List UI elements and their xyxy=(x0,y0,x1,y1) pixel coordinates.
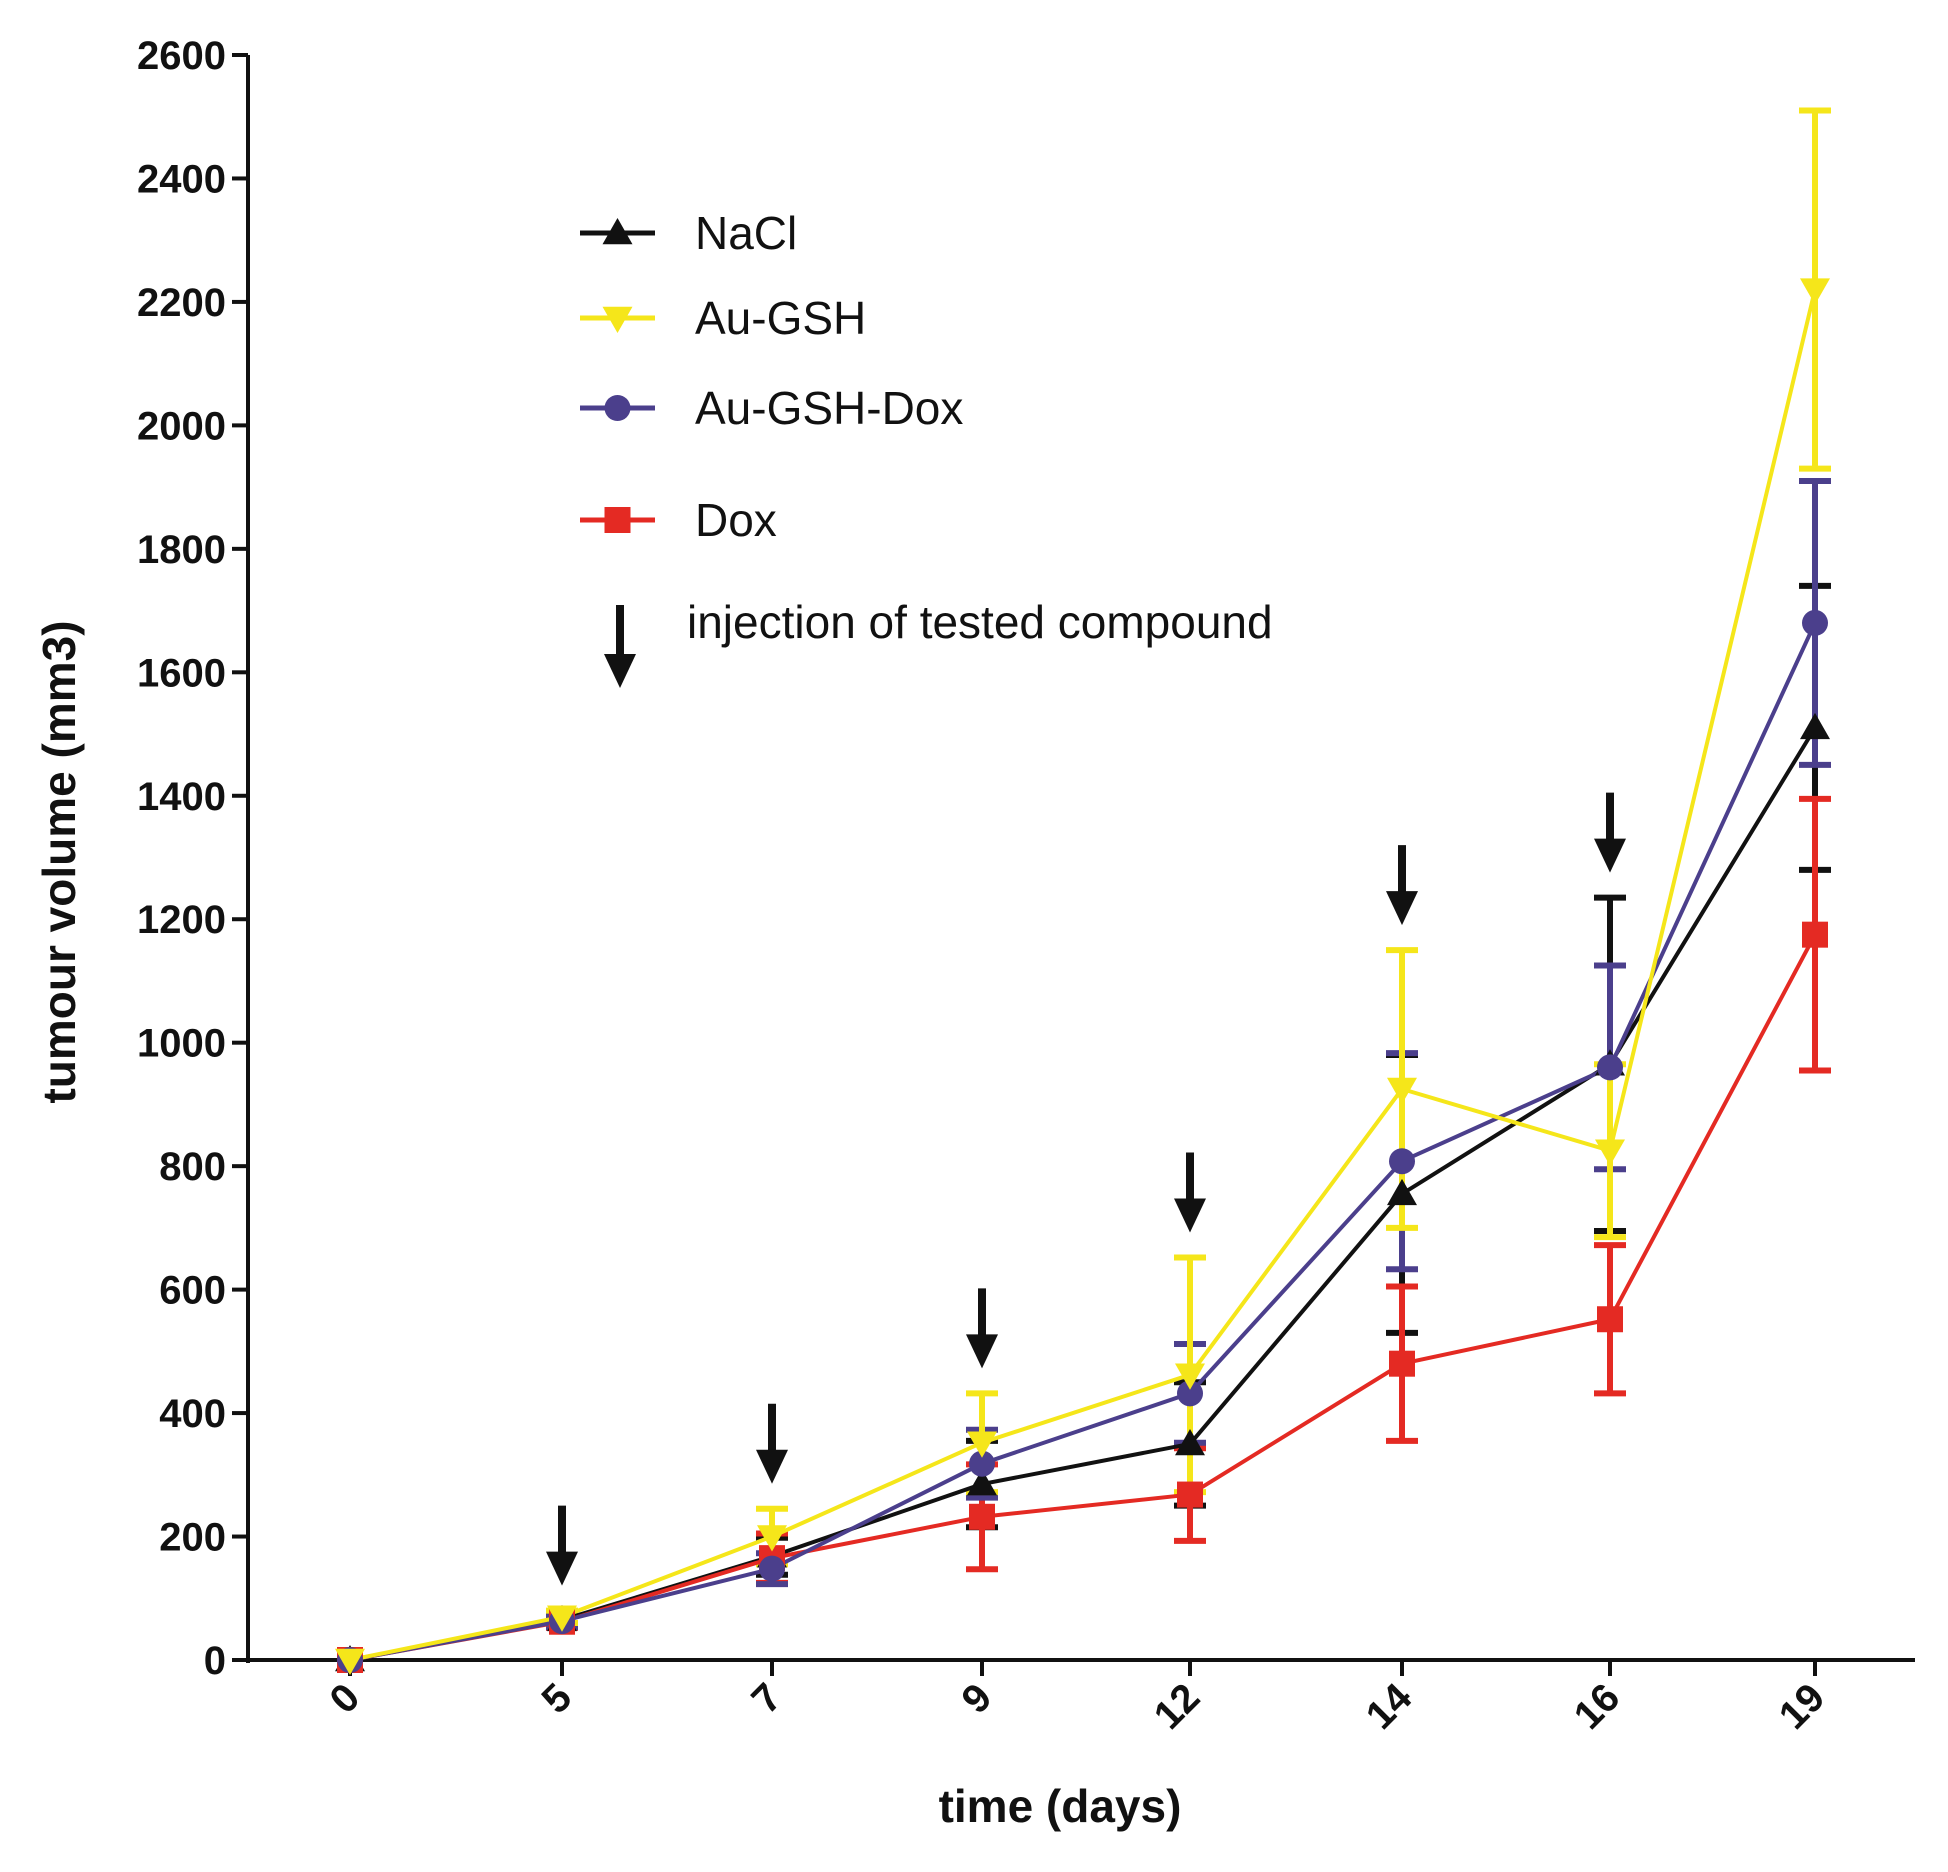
point-au-gsh-dox-9 xyxy=(969,1450,995,1477)
legend: NaCl Au-GSH Au-GSH-Dox Dox injection of test… xyxy=(580,207,1273,688)
injection-arrow-day-16 xyxy=(1594,792,1626,873)
x-tick-label-0: 0 xyxy=(322,1675,369,1722)
y-tick-label-2200: 2200 xyxy=(137,281,226,325)
point-dox-12 xyxy=(1177,1481,1203,1508)
point-au-gsh-dox-12 xyxy=(1177,1380,1203,1407)
y-axis-title: tumour volume (mm3) xyxy=(33,620,85,1103)
point-au-gsh-dox-16 xyxy=(1597,1054,1623,1081)
injection-arrow-day-5-head xyxy=(546,1551,578,1586)
legend-arrow-icon xyxy=(604,605,636,688)
series-line-au-gsh-dox xyxy=(349,622,1817,1662)
legend-marker-nacl xyxy=(602,218,633,245)
y-tick-label-2600: 2600 xyxy=(137,34,226,78)
injection-arrow-day-12-head xyxy=(1174,1198,1206,1233)
injection-arrow-day-14-head xyxy=(1386,891,1418,926)
point-dox-19 xyxy=(1802,921,1828,948)
point-au-gsh-19 xyxy=(1800,278,1830,305)
injection-arrow-day-7-head xyxy=(756,1449,788,1484)
point-dox-9 xyxy=(969,1503,995,1530)
legend-label-au-gsh-dox: Au-GSH-Dox xyxy=(695,382,963,434)
legend-marker-au-gsh-dox xyxy=(604,395,631,421)
x-tick-label-9: 9 xyxy=(954,1675,1001,1722)
x-tick-label-7: 7 xyxy=(744,1675,791,1722)
y-tick-label-400: 400 xyxy=(159,1392,226,1436)
x-tick-label-16: 16 xyxy=(1566,1675,1629,1738)
point-au-gsh-12 xyxy=(1175,1363,1205,1390)
injection-arrow-day-7 xyxy=(756,1403,788,1484)
point-au-gsh-16 xyxy=(1595,1139,1625,1166)
legend-label-nacl: NaCl xyxy=(695,207,797,259)
injection-arrow-day-5 xyxy=(546,1505,578,1586)
point-nacl-14 xyxy=(1387,1178,1417,1206)
axes: 0 200 400 600 800 1000 1200 1400 1600 1800 2000 220… xyxy=(137,34,1915,1738)
point-au-gsh-dox-7 xyxy=(759,1555,785,1582)
point-nacl-12 xyxy=(1175,1428,1205,1456)
series-markers xyxy=(335,278,1830,1675)
y-tick-label-1200: 1200 xyxy=(137,898,226,942)
x-tick-label-12: 12 xyxy=(1146,1675,1209,1738)
point-au-gsh-dox-14 xyxy=(1389,1148,1415,1175)
x-axis-title: time (days) xyxy=(939,1780,1182,1832)
y-tick-label-0: 0 xyxy=(204,1639,226,1683)
x-tick-label-14: 14 xyxy=(1358,1675,1421,1738)
y-tick-label-1800: 1800 xyxy=(137,528,226,572)
injection-arrows xyxy=(546,792,1626,1586)
series-line-nacl xyxy=(349,726,1817,1662)
injection-arrow-day-12 xyxy=(1174,1152,1206,1233)
point-dox-14 xyxy=(1389,1350,1415,1377)
y-tick-label-1000: 1000 xyxy=(137,1022,226,1066)
y-tick-label-600: 600 xyxy=(159,1269,226,1313)
y-tick-label-2000: 2000 xyxy=(137,404,226,448)
x-tick-label-19: 19 xyxy=(1771,1675,1834,1738)
y-tick-label-2400: 2400 xyxy=(137,157,226,201)
point-au-gsh-dox-19 xyxy=(1802,609,1828,636)
legend-label-dox: Dox xyxy=(695,494,777,546)
point-nacl-9 xyxy=(967,1469,997,1496)
injection-arrow-day-9 xyxy=(966,1288,998,1369)
injection-arrow-day-14 xyxy=(1386,845,1418,926)
legend-arrow-icon-head xyxy=(604,654,636,688)
legend-marker-dox xyxy=(604,507,631,533)
legend-marker-au-gsh xyxy=(602,306,633,333)
legend-label-injection: injection of tested compound xyxy=(687,596,1273,648)
series-line-au-gsh xyxy=(349,289,1817,1662)
point-au-gsh-9 xyxy=(967,1431,997,1458)
y-tick-label-1600: 1600 xyxy=(137,651,226,695)
point-dox-16 xyxy=(1597,1306,1623,1333)
y-tick-label-800: 800 xyxy=(159,1145,226,1189)
series-line-dox xyxy=(349,933,1817,1662)
legend-label-au-gsh: Au-GSH xyxy=(695,292,866,344)
series-lines xyxy=(349,289,1817,1662)
injection-arrow-day-9-head xyxy=(966,1334,998,1369)
point-nacl-19 xyxy=(1800,712,1830,740)
point-au-gsh-0 xyxy=(335,1648,365,1675)
y-tick-label-200: 200 xyxy=(159,1516,226,1560)
point-au-gsh-7 xyxy=(757,1525,787,1552)
y-tick-label-1400: 1400 xyxy=(137,775,226,819)
point-au-gsh-14 xyxy=(1387,1077,1417,1104)
x-tick-label-5: 5 xyxy=(534,1675,581,1722)
point-au-gsh-5 xyxy=(547,1605,577,1632)
injection-arrow-day-16-head xyxy=(1594,838,1626,873)
